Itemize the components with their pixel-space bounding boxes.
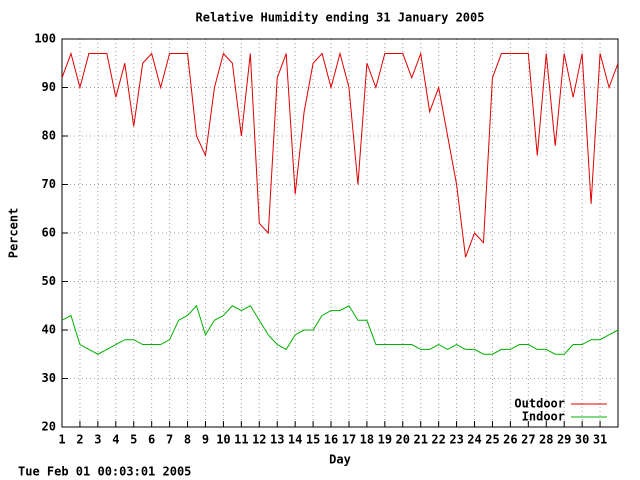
legend-label: Indoor xyxy=(522,410,565,424)
x-tick-label: 20 xyxy=(396,433,410,447)
x-tick-label: 16 xyxy=(324,433,338,447)
x-tick-label: 27 xyxy=(521,433,535,447)
x-tick-label: 13 xyxy=(270,433,284,447)
timestamp: Tue Feb 01 00:03:01 2005 xyxy=(18,465,191,479)
y-tick-label: 40 xyxy=(42,323,56,337)
x-tick-label: 11 xyxy=(234,433,248,447)
x-tick-label: 17 xyxy=(342,433,356,447)
x-tick-label: 23 xyxy=(449,433,463,447)
x-tick-label: 9 xyxy=(202,433,209,447)
x-tick-label: 2 xyxy=(76,433,83,447)
y-tick-label: 90 xyxy=(42,80,56,94)
x-tick-label: 5 xyxy=(130,433,137,447)
x-tick-label: 19 xyxy=(378,433,392,447)
x-tick-label: 24 xyxy=(467,433,481,447)
x-tick-label: 12 xyxy=(252,433,266,447)
x-tick-label: 8 xyxy=(184,433,191,447)
data-line xyxy=(61,304,619,355)
x-tick-label: 10 xyxy=(216,433,230,447)
y-tick-label: 30 xyxy=(42,371,56,385)
x-axis-label: Day xyxy=(329,453,351,467)
x-tick-label: 4 xyxy=(112,433,119,447)
x-tick-label: 6 xyxy=(148,433,155,447)
legend-label: Outdoor xyxy=(514,397,565,411)
y-tick-label: 70 xyxy=(42,177,56,191)
y-tick-label: 100 xyxy=(34,32,56,46)
y-tick-label: 50 xyxy=(42,274,56,288)
x-tick-label: 30 xyxy=(575,433,589,447)
y-tick-label: 60 xyxy=(42,226,56,240)
x-tick-label: 3 xyxy=(94,433,101,447)
y-tick-label: 80 xyxy=(42,129,56,143)
data-line xyxy=(61,51,619,258)
plot-border xyxy=(61,38,619,428)
x-tick-label: 28 xyxy=(539,433,553,447)
x-tick-label: 22 xyxy=(431,433,445,447)
y-axis-label: Percent xyxy=(7,208,21,259)
x-tick-label: 25 xyxy=(485,433,499,447)
x-tick-label: 15 xyxy=(306,433,320,447)
chart-title: Relative Humidity ending 31 January 2005 xyxy=(196,11,485,25)
x-tick-label: 14 xyxy=(288,433,302,447)
x-tick-label: 26 xyxy=(503,433,517,447)
x-tick-label: 21 xyxy=(413,433,427,447)
x-tick-label: 18 xyxy=(360,433,374,447)
x-tick-label: 29 xyxy=(557,433,571,447)
x-tick-label: 31 xyxy=(593,433,607,447)
x-tick-label: 1 xyxy=(58,433,65,447)
x-tick-label: 7 xyxy=(166,433,173,447)
y-tick-label: 20 xyxy=(42,420,56,434)
